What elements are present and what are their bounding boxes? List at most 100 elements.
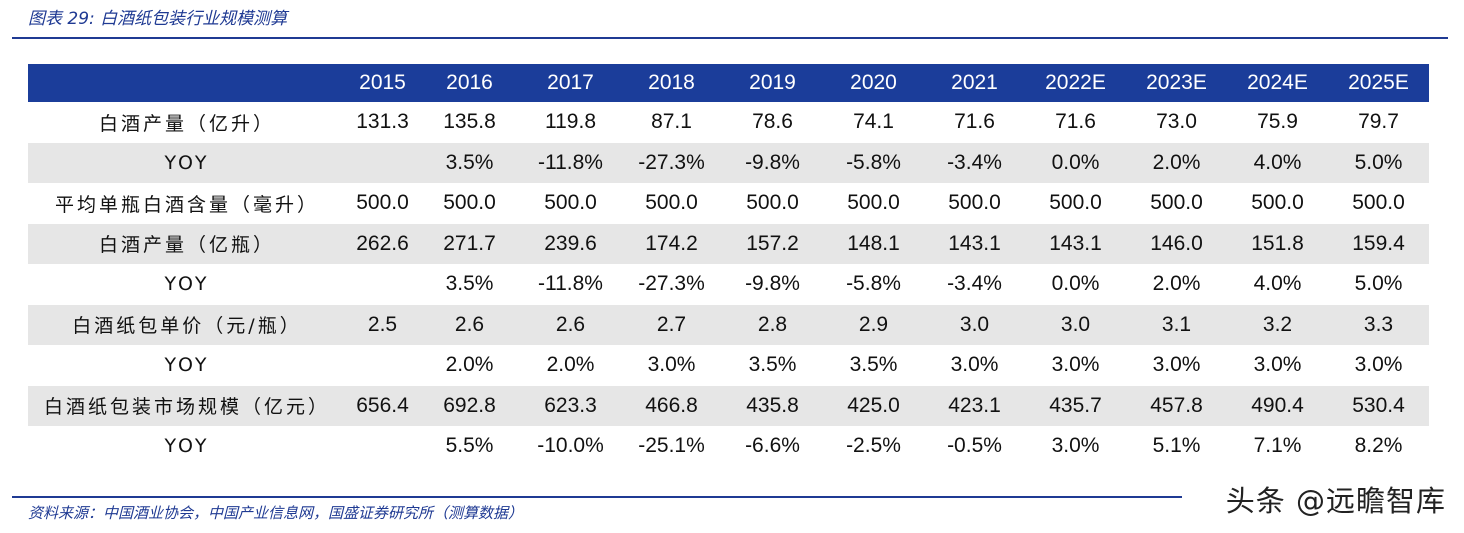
table-cell: 425.0 [847,393,900,417]
table-cell: 2.6 [454,312,485,336]
table-cell: 2.6 [555,312,586,336]
table-cell [346,143,419,184]
table-row: 白酒纸包装市场规模（亿元） 656.4 692.8 623.3 466.8 435.8 42… [28,385,1429,426]
table-cell: 490.4 [1251,393,1304,417]
table-cell [346,345,419,386]
column-header [28,64,346,102]
table-cell: -27.3% [638,150,705,174]
table-cell: -6.6% [745,434,800,458]
table-cell: 2.0% [1152,150,1201,174]
table-cell: 135.8 [443,110,496,134]
table-cell [346,426,419,467]
table-cell: 119.8 [545,110,596,134]
table-cell: -25.1% [638,434,705,458]
table-cell: 500.0 [1150,191,1203,215]
table-cell: 656.4 [356,393,409,417]
table-cell: 2.0% [445,353,494,377]
column-header: 2021 [951,71,998,94]
table-cell: 3.0% [647,353,696,377]
table-cell: 3.5% [849,353,898,377]
title-divider [12,37,1448,39]
table-cell: 5.0% [1354,150,1403,174]
table-cell: 151.8 [1251,231,1304,255]
table-cell: -5.8% [846,150,901,174]
table-cell: 500.0 [1049,191,1102,215]
table-cell: 148.1 [847,231,900,255]
table-cell: 5.1% [1152,434,1201,458]
table-cell: 73.0 [1156,110,1197,134]
table-cell: 159.4 [1352,231,1405,255]
watermark: 头条 @远瞻智库 [1225,484,1446,518]
table-cell: -0.5% [947,434,1002,458]
row-label: 白酒纸包装市场规模（亿元） [43,396,330,419]
table-cell: 74.1 [853,110,894,134]
table-cell: 87.1 [651,110,692,134]
table-cell: 4.0% [1253,272,1302,296]
table-cell: 3.0% [1152,353,1201,377]
table-cell: 75.9 [1257,110,1298,134]
table-cell: 3.0 [1060,312,1091,336]
table-cell: 3.3 [1363,312,1394,336]
column-header: 2022E [1045,71,1106,94]
column-header: 2024E [1247,71,1308,94]
table-cell: 0.0% [1051,150,1100,174]
table-cell: 239.6 [544,231,597,255]
table-cell: 466.8 [645,393,698,417]
source-divider [12,496,1182,498]
table-cell: 435.8 [746,393,799,417]
table-cell: -3.4% [947,272,1002,296]
table-cell: 3.1 [1161,312,1192,336]
table-cell: -27.3% [638,272,705,296]
table-cell: 3.2 [1262,312,1293,336]
table-cell: 7.1% [1253,434,1302,458]
table-cell: 2.0% [546,353,595,377]
column-header: 2020 [850,71,897,94]
table-cell: 262.6 [356,231,409,255]
table-cell: -9.8% [745,150,800,174]
table-cell: 79.7 [1358,110,1399,134]
table-row: YOY 3.5% -11.8% -27.3% -9.8% -5.8% -3.4% 0.0% 2.… [28,264,1429,305]
table-cell: 500.0 [544,191,597,215]
row-label: YOY [164,273,210,296]
table-cell: 500.0 [443,191,496,215]
market-size-table: 2015 2016 2017 2018 2019 2020 2021 2022E… [28,64,1429,467]
row-label: YOY [164,354,210,377]
column-header: 2016 [446,71,493,94]
table-cell: 71.6 [1055,110,1096,134]
table-header-row: 2015 2016 2017 2018 2019 2020 2021 2022E… [28,64,1429,102]
table-cell: 623.3 [544,393,597,417]
row-label: 白酒产量（亿升） [98,112,275,135]
table-cell: 143.1 [1049,231,1102,255]
table-cell: 3.0% [1051,353,1100,377]
row-label: YOY [164,435,210,458]
table-row: 白酒纸包单价（元/瓶） 2.5 2.6 2.6 2.7 2.8 2.9 3.0 3.0 3.1 3.… [28,304,1429,345]
table-cell: 2.0% [1152,272,1201,296]
table-cell: 530.4 [1352,393,1405,417]
table-cell: 146.0 [1150,231,1203,255]
table-cell: 71.6 [954,110,995,134]
column-header: 2023E [1146,71,1207,94]
table-body: 白酒产量（亿升） 131.3 135.8 119.8 87.1 78.6 74.1 71.6 7… [28,102,1429,467]
figure-title: 图表 29: 白酒纸包装行业规模测算 [28,9,288,29]
table-cell: 78.6 [752,110,793,134]
table-cell: 131.3 [356,110,409,134]
table-cell: -11.8% [538,272,603,296]
column-header: 2025E [1348,71,1409,94]
row-label: 白酒产量（亿瓶） [98,234,275,257]
table-cell: 143.1 [948,231,1001,255]
table-cell [346,264,419,305]
table-row: 白酒产量（亿升） 131.3 135.8 119.8 87.1 78.6 74.1 71.6 7… [28,102,1429,143]
table-cell: -5.8% [846,272,901,296]
table-cell: 3.5% [445,272,494,296]
table-cell: 3.0% [1051,434,1100,458]
table-cell: -2.5% [846,434,901,458]
table-cell: -3.4% [947,150,1002,174]
table-cell: 2.5 [367,312,398,336]
table-cell: -9.8% [745,272,800,296]
column-header: 2019 [749,71,796,94]
table-row: 白酒产量（亿瓶） 262.6 271.7 239.6 174.2 157.2 148.1 14… [28,223,1429,264]
table-cell: 3.0% [1253,353,1302,377]
table-cell: 2.8 [757,312,788,336]
table-cell: 5.0% [1354,272,1403,296]
table-cell: 500.0 [847,191,900,215]
